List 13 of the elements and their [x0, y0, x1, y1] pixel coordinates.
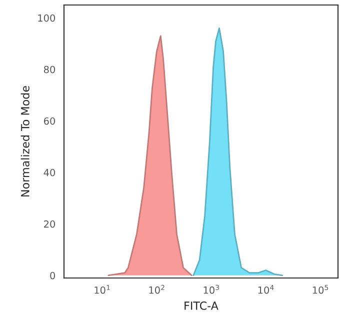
y-tick-label: 0 — [50, 272, 56, 280]
x-tick-label: 10$^{5}$ — [312, 284, 328, 294]
x-axis-title: FITC-A — [184, 301, 218, 310]
x-tick-label: 10$^{2}$ — [149, 284, 164, 294]
y-tick-label: 60 — [44, 117, 56, 125]
x-tick-label: 10$^{1}$ — [94, 284, 110, 294]
y-tick-label: 40 — [44, 168, 56, 176]
y-tick-label: 80 — [44, 66, 56, 74]
y-tick-label: 20 — [44, 220, 56, 228]
x-tick-label: 10$^{3}$ — [204, 284, 219, 294]
x-tick-label: 10$^{4}$ — [258, 284, 274, 294]
y-tick-label: 100 — [38, 14, 56, 22]
y-axis-title: Normalized To Mode — [20, 86, 30, 196]
